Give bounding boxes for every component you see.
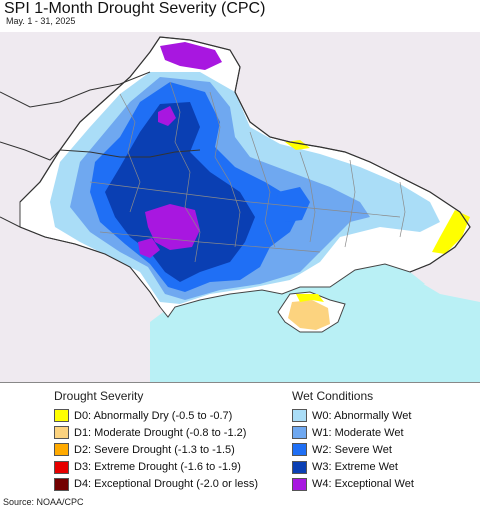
drought-legend-heading: Drought Severity: [54, 389, 144, 403]
legend-item-w3: W3: Extreme Wet: [292, 459, 414, 476]
crimea-drought-d0: [296, 294, 324, 302]
legend: Drought Severity D0: Abnormally Dry (-0.…: [0, 383, 480, 493]
belarus-border: [0, 71, 151, 108]
swatch-w1: [292, 426, 307, 440]
legend-label-w1: W1: Moderate Wet: [312, 426, 404, 439]
swatch-d0: [54, 409, 69, 423]
drought-map: [0, 32, 480, 383]
romania-border: [0, 216, 161, 308]
legend-item-d0: D0: Abnormally Dry (-0.5 to -0.7): [54, 407, 258, 424]
swatch-w0: [292, 409, 307, 423]
wet-legend: Wet Conditions W0: Abnormally Wet W1: Mo…: [292, 389, 414, 493]
drought-d0-east: [432, 210, 470, 254]
legend-label-w2: W2: Severe Wet: [312, 443, 392, 456]
wet-w4-north: [160, 42, 222, 70]
legend-item-w2: W2: Severe Wet: [292, 441, 414, 458]
swatch-d1: [54, 426, 69, 440]
legend-item-d2: D2: Severe Drought (-1.3 to -1.5): [54, 441, 258, 458]
map-canvas: [0, 32, 480, 382]
oblast-boundaries: [89, 81, 406, 263]
legend-label-w0: W0: Abnormally Wet: [312, 409, 412, 422]
source-credit: Source: NOAA/CPC: [3, 497, 84, 507]
wet-w2-east: [275, 187, 310, 222]
moldova-border: [59, 149, 201, 158]
legend-label-d0: D0: Abnormally Dry (-0.5 to -0.7): [74, 409, 233, 422]
legend-item-w4: W4: Exceptional Wet: [292, 476, 414, 493]
swatch-d4: [54, 477, 69, 491]
ukraine-border: [19, 36, 471, 273]
drought-legend: Drought Severity D0: Abnormally Dry (-0.…: [54, 389, 258, 493]
wet-legend-heading: Wet Conditions: [292, 389, 374, 403]
swatch-w2: [292, 443, 307, 457]
legend-label-d4: D4: Exceptional Drought (-2.0 or less): [74, 478, 259, 491]
legend-label-w3: W3: Extreme Wet: [312, 461, 398, 474]
legend-item-w0: W0: Abnormally Wet: [292, 407, 414, 424]
poland-border: [0, 141, 61, 161]
legend-label-d3: D3: Extreme Drought (-1.6 to -1.9): [74, 461, 241, 474]
swatch-d2: [54, 443, 69, 457]
swatch-w3: [292, 460, 307, 474]
swatch-w4: [292, 477, 307, 491]
legend-item-d4: D4: Exceptional Drought (-2.0 or less): [54, 476, 258, 493]
wet-w4-southwest: [138, 238, 160, 258]
legend-item-d1: D1: Moderate Drought (-0.8 to -1.2): [54, 424, 258, 441]
map-date-range: May. 1 - 31, 2025: [6, 16, 76, 26]
legend-item-w1: W1: Moderate Wet: [292, 424, 414, 441]
swatch-d3: [54, 460, 69, 474]
wet-w3-area: [105, 102, 255, 282]
map-title: SPI 1-Month Drought Severity (CPC): [4, 0, 266, 17]
wet-w4-center-small: [158, 106, 176, 126]
legend-label-d2: D2: Severe Drought (-1.3 to -1.5): [74, 443, 235, 456]
legend-label-d1: D1: Moderate Drought (-0.8 to -1.2): [74, 426, 247, 439]
wet-w4-south: [145, 204, 200, 250]
crimea-drought-d1: [288, 300, 330, 330]
legend-label-w4: W4: Exceptional Wet: [312, 478, 414, 491]
legend-item-d3: D3: Extreme Drought (-1.6 to -1.9): [54, 459, 258, 476]
